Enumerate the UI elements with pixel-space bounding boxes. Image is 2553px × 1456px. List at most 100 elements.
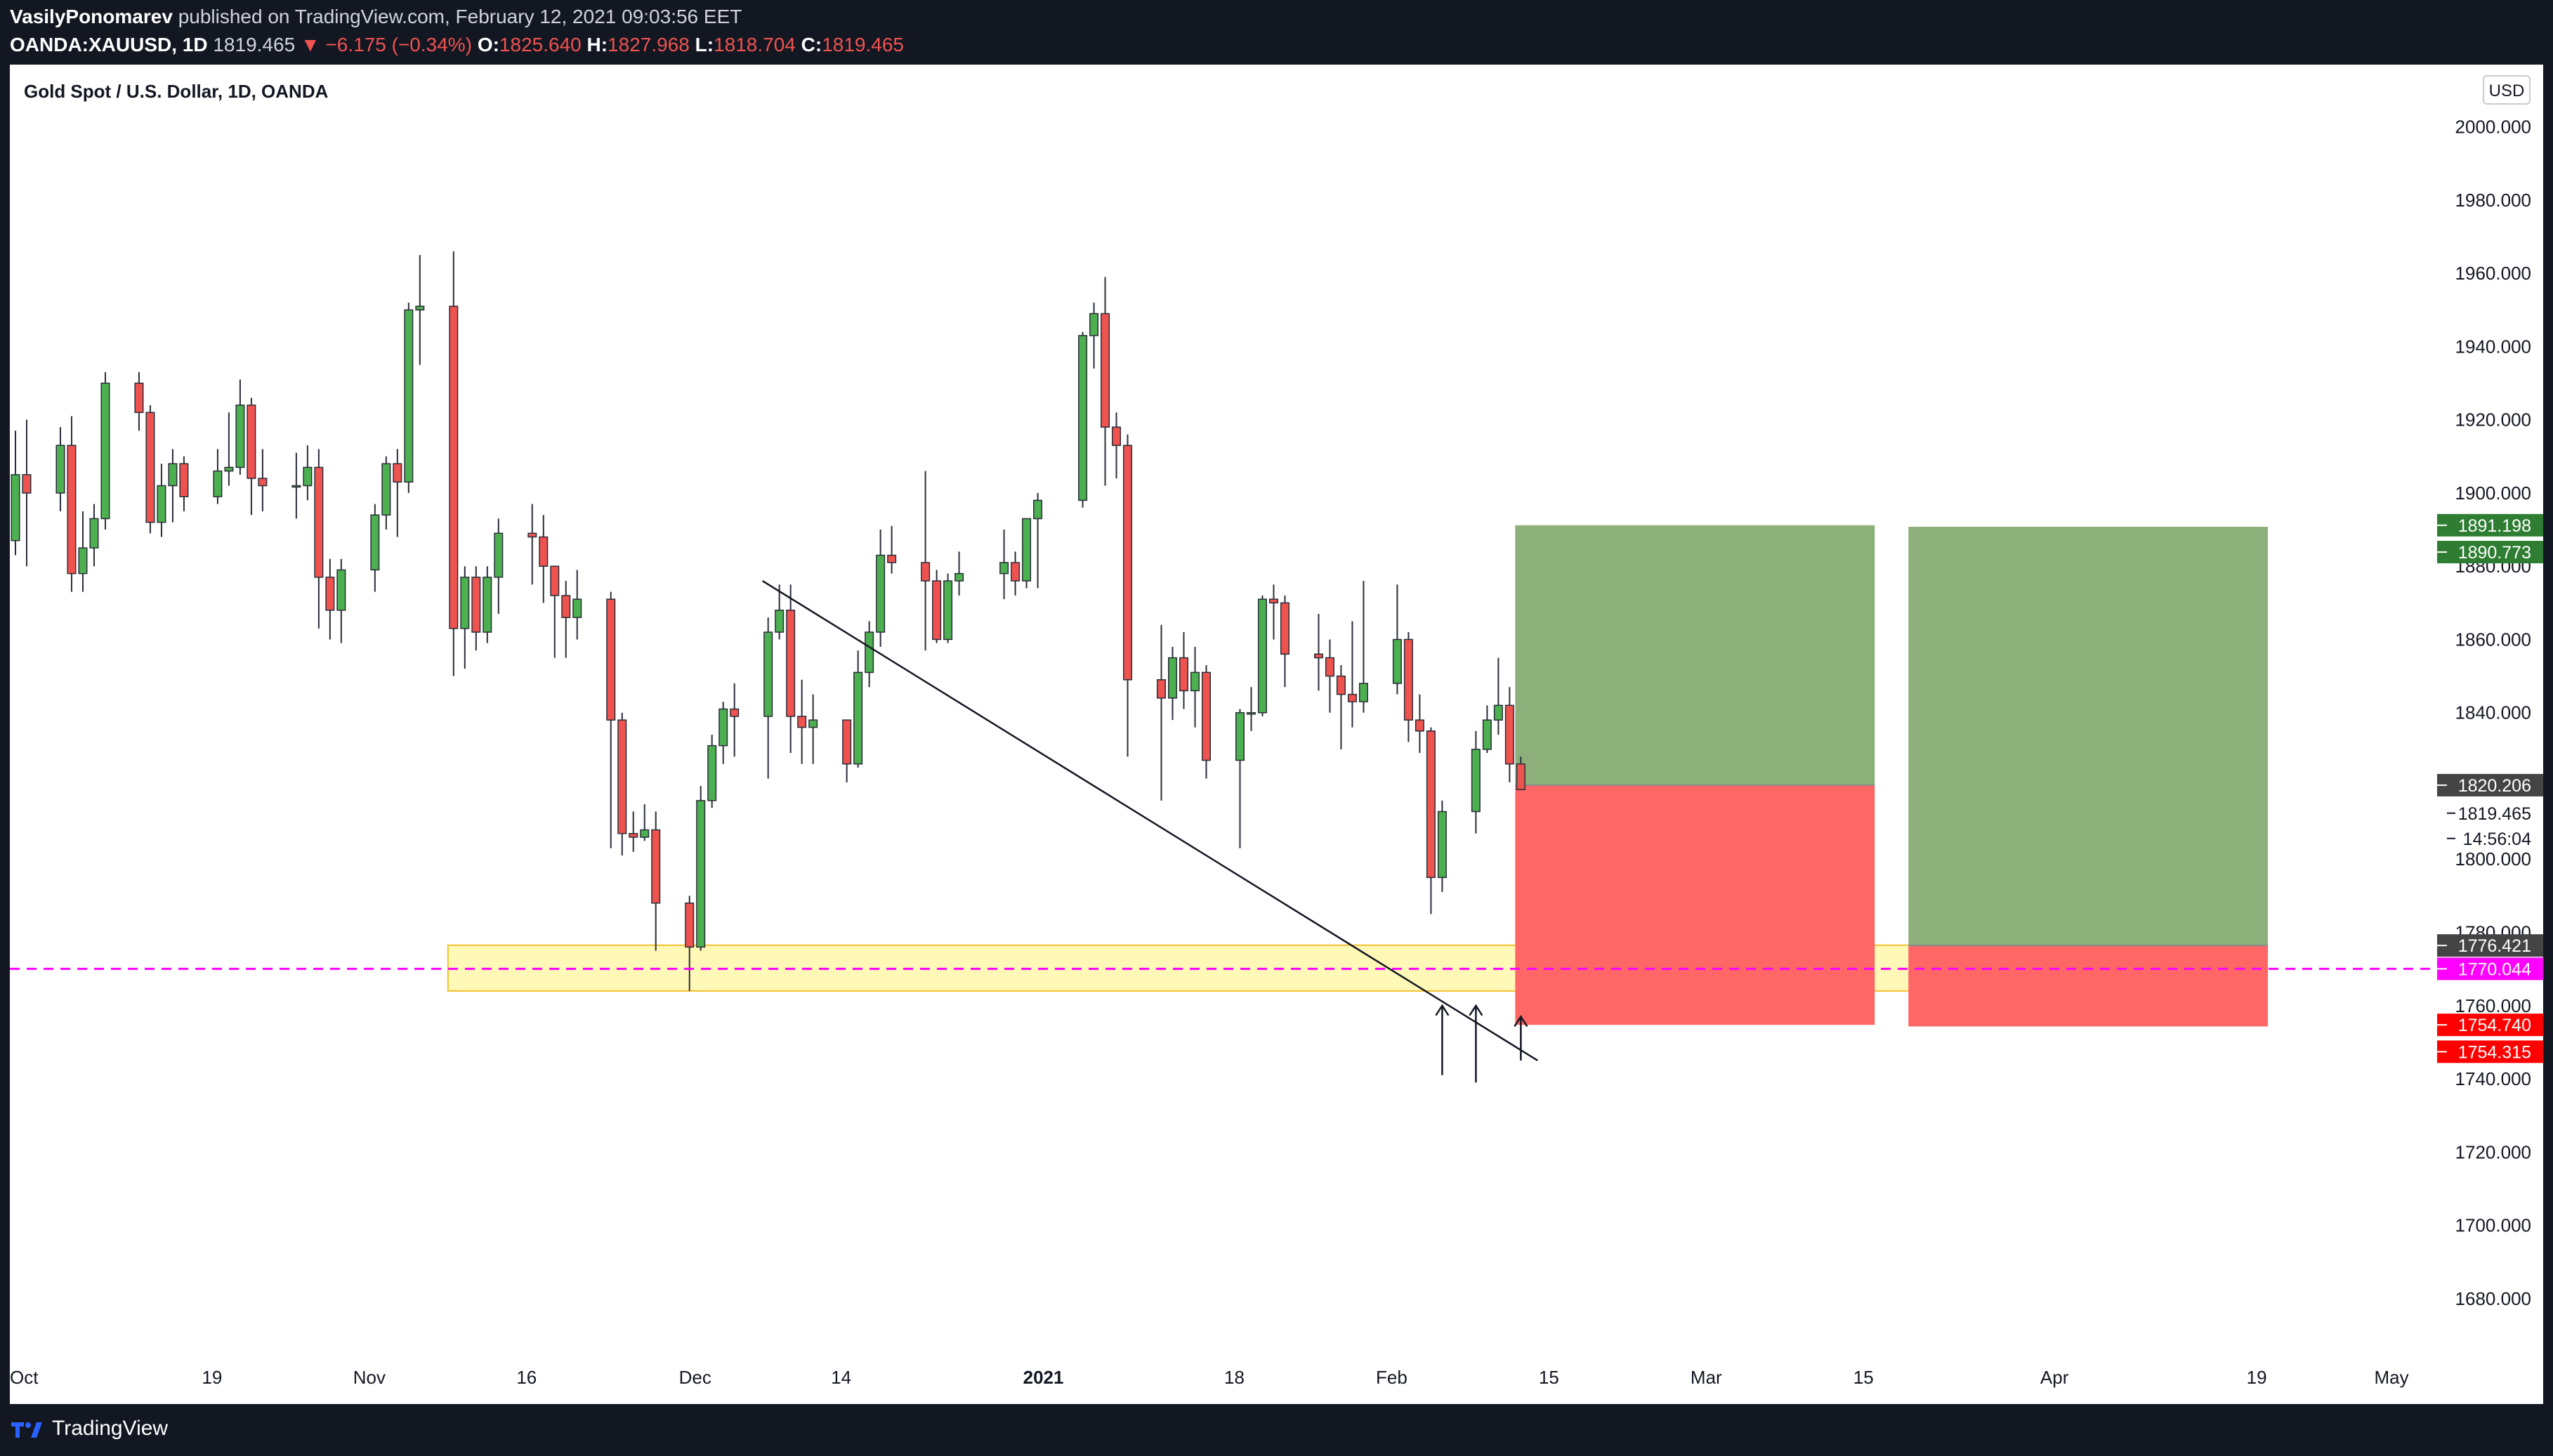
candle-body[interactable] [1426, 730, 1436, 879]
candle-body[interactable] [539, 536, 549, 567]
candle-body[interactable] [336, 569, 346, 611]
candle-body[interactable] [1112, 426, 1122, 446]
candle-body[interactable] [1313, 653, 1323, 659]
candle-body[interactable] [213, 470, 223, 497]
candle-body[interactable] [494, 532, 504, 578]
candle-body[interactable] [527, 532, 537, 538]
candle-body[interactable] [763, 631, 773, 717]
candle-body[interactable] [22, 474, 32, 494]
candle-body[interactable] [179, 463, 189, 497]
candle-body[interactable] [1257, 598, 1267, 714]
candle-body[interactable] [460, 577, 470, 629]
candle-body[interactable] [606, 598, 616, 721]
candle-body[interactable] [89, 518, 99, 549]
candle-body[interactable] [842, 719, 852, 765]
candle-body[interactable] [651, 829, 661, 904]
candle-body[interactable] [1471, 749, 1481, 813]
trendline[interactable] [762, 579, 1539, 1062]
candle-body[interactable] [370, 514, 380, 571]
candle-body[interactable] [1358, 683, 1368, 702]
candle-body[interactable] [67, 445, 77, 575]
candle-body[interactable] [640, 829, 650, 838]
tradingview-brand[interactable]: TradingView [52, 1417, 169, 1440]
candle-body[interactable] [1089, 313, 1099, 336]
candle-body[interactable] [707, 745, 717, 801]
candle-body[interactable] [1392, 638, 1402, 684]
candle-body[interactable] [235, 405, 245, 468]
chart-area[interactable]: Gold Spot / U.S. Dollar, 1D, OANDA 2000.0… [10, 65, 2543, 1404]
candle-body[interactable] [943, 580, 953, 641]
candle-body[interactable] [1336, 675, 1346, 695]
candle-body[interactable] [1268, 598, 1278, 604]
candle-body[interactable] [1011, 562, 1020, 582]
price-chart[interactable]: Gold Spot / U.S. Dollar, 1D, OANDA 2000.0… [10, 65, 2543, 1404]
candle-body[interactable] [134, 382, 144, 413]
candle-body[interactable] [786, 609, 796, 717]
currency-button[interactable] [2483, 75, 2531, 105]
candle-body[interactable] [1168, 657, 1178, 699]
candle-body[interactable] [1201, 671, 1212, 761]
candle-body[interactable] [1437, 811, 1447, 879]
candle-body[interactable] [887, 554, 897, 563]
candle-body[interactable] [325, 577, 335, 611]
candle-body[interactable] [1246, 711, 1256, 715]
candle-body[interactable] [314, 466, 324, 578]
candle-body[interactable] [1179, 657, 1189, 692]
candle-body[interactable] [224, 466, 234, 472]
position-2-stop-zone[interactable] [1908, 945, 2269, 1027]
candle-body[interactable] [11, 474, 20, 542]
candle-body[interactable] [100, 382, 110, 520]
candle-body[interactable] [629, 832, 638, 838]
candle-body[interactable] [921, 562, 931, 582]
position-1-target-zone[interactable] [1515, 525, 1875, 785]
candle-body[interactable] [1235, 711, 1245, 761]
candle-body[interactable] [617, 719, 627, 834]
candle-body[interactable] [303, 466, 313, 487]
candle-body[interactable] [561, 595, 571, 618]
candle-body[interactable] [1504, 704, 1514, 765]
candle-body[interactable] [471, 577, 481, 633]
candle-body[interactable] [954, 572, 964, 582]
candle-body[interactable] [685, 903, 695, 948]
candle-body[interactable] [932, 580, 942, 641]
candle-body[interactable] [393, 463, 402, 483]
candle-body[interactable] [1516, 763, 1525, 790]
candle-body[interactable] [730, 708, 740, 717]
candle-body[interactable] [1033, 499, 1043, 520]
candle-body[interactable] [483, 577, 492, 633]
candle-body[interactable] [1347, 693, 1357, 702]
candle-body[interactable] [1415, 719, 1424, 732]
candle-body[interactable] [404, 309, 414, 483]
position-1-stop-zone[interactable] [1515, 785, 1875, 1025]
candle-body[interactable] [291, 485, 301, 488]
candle-body[interactable] [55, 445, 65, 494]
candle-body[interactable] [1190, 671, 1200, 692]
candle-body[interactable] [865, 631, 874, 674]
candle-body[interactable] [1101, 313, 1110, 428]
position-2-target-zone[interactable] [1908, 527, 2269, 946]
candle-body[interactable] [1022, 518, 1032, 582]
candle-body[interactable] [1157, 679, 1167, 699]
candle-body[interactable] [696, 800, 706, 948]
candle-body[interactable] [999, 562, 1009, 575]
author-name[interactable]: VasilyPonomarev [10, 6, 173, 27]
candle-body[interactable] [775, 609, 785, 633]
candle-body[interactable] [572, 598, 582, 618]
candle-body[interactable] [1403, 638, 1413, 721]
candle-body[interactable] [247, 405, 256, 479]
candle-body[interactable] [381, 463, 391, 516]
candle-body[interactable] [449, 306, 459, 629]
candle-body[interactable] [1482, 719, 1492, 750]
candle-body[interactable] [1325, 657, 1334, 677]
candle-body[interactable] [853, 671, 863, 765]
candle-body[interactable] [78, 547, 88, 575]
candle-body[interactable] [415, 306, 425, 311]
candle-body[interactable] [258, 478, 268, 487]
candle-body[interactable] [1280, 602, 1289, 655]
candle-body[interactable] [718, 708, 728, 747]
candle-body[interactable] [1123, 445, 1133, 681]
candle-body[interactable] [1078, 335, 1088, 501]
candle-body[interactable] [168, 463, 178, 487]
candle-body[interactable] [808, 719, 818, 728]
candle-body[interactable] [157, 485, 166, 523]
